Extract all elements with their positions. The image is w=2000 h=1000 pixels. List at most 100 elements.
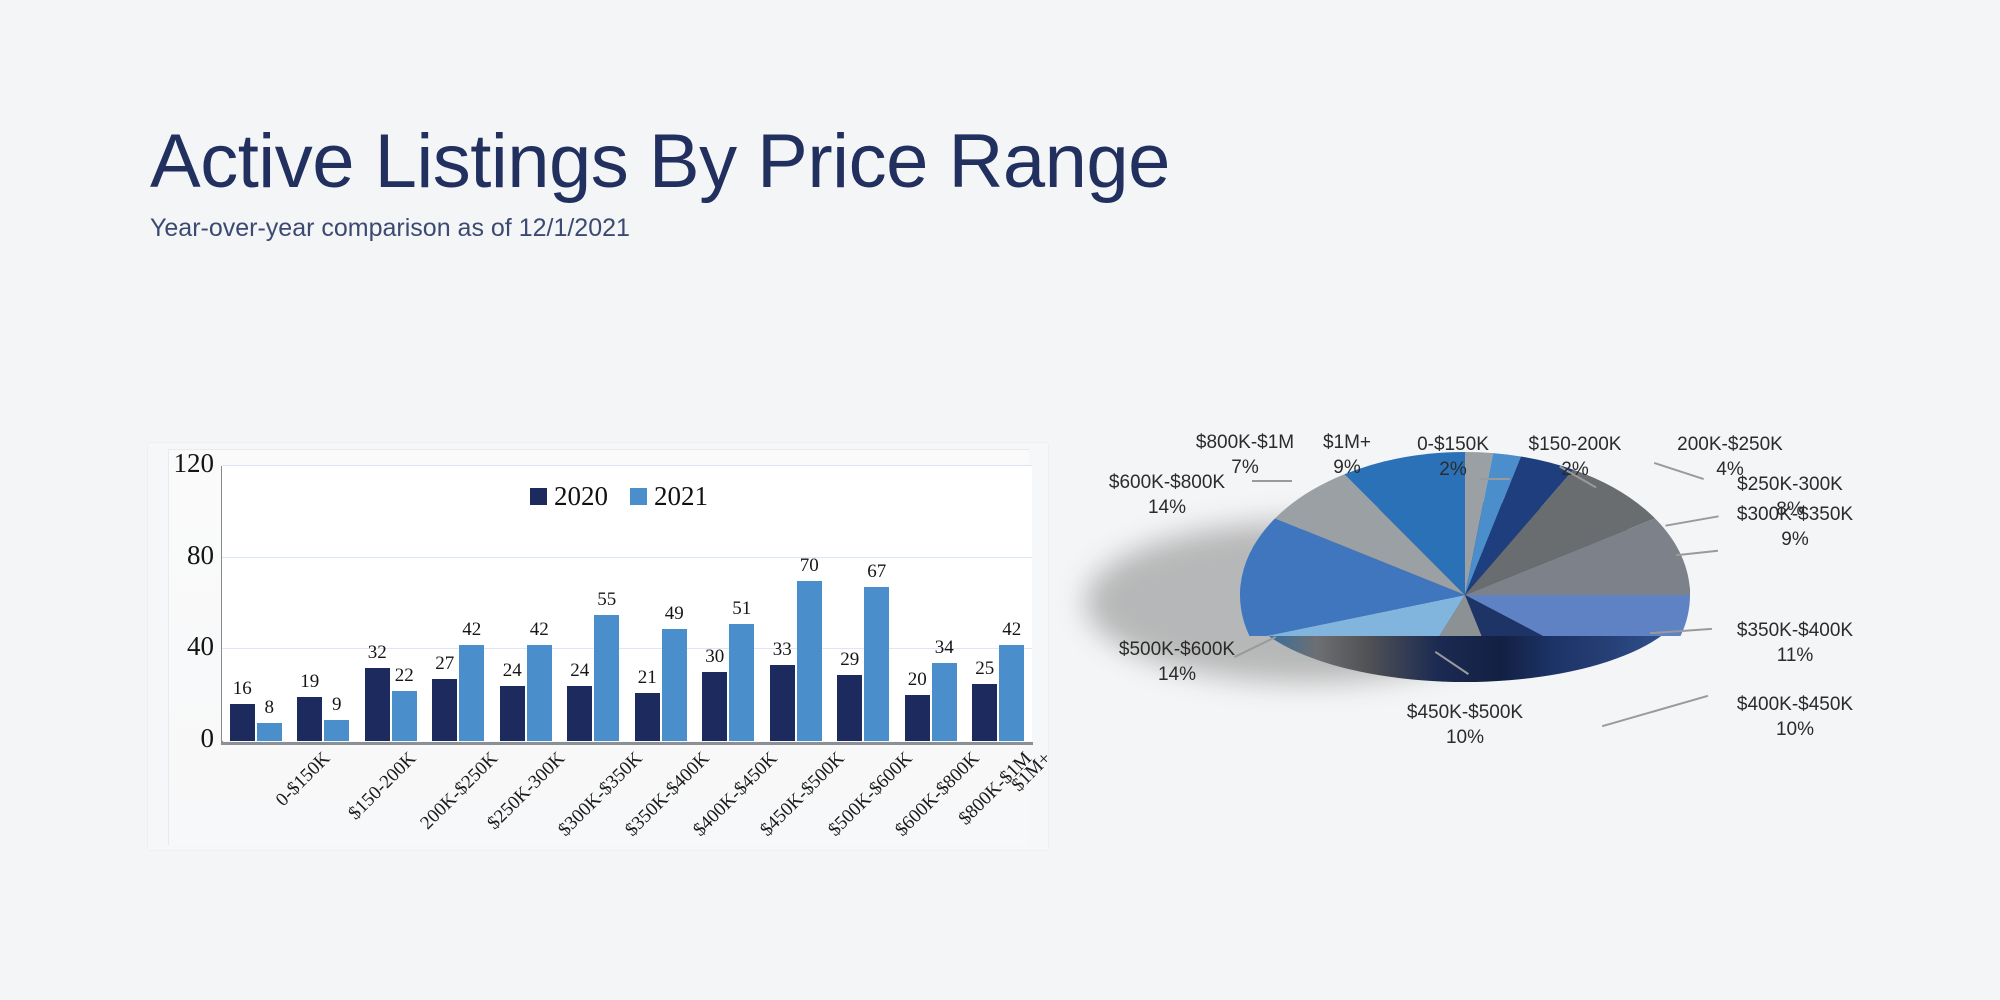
- pie-callout-category: $350K-$400K: [1736, 620, 1854, 641]
- bar-group[interactable]: 29 67: [830, 466, 898, 741]
- bar-2021[interactable]: 55: [594, 589, 620, 741]
- bar-group[interactable]: 32 22: [357, 466, 425, 741]
- bar-value-label: 34: [934, 637, 954, 659]
- bar-2020[interactable]: 32: [364, 642, 390, 741]
- bar-group[interactable]: 24 42: [492, 466, 560, 741]
- bar-value-label: 25: [975, 657, 995, 679]
- pie-leader-line: [1480, 478, 1510, 480]
- legend-swatch-icon: [530, 488, 547, 505]
- bar-2021[interactable]: 9: [324, 694, 350, 741]
- y-axis-tick: 0: [200, 723, 215, 753]
- y-axis-tick: 40: [187, 631, 214, 662]
- pie-slice[interactable]: [1251, 595, 1465, 636]
- bar-2020[interactable]: 24: [499, 660, 525, 741]
- bar-2021[interactable]: 22: [391, 665, 417, 741]
- pie-callout-label: $350K-$400K 11%: [1720, 618, 1870, 668]
- y-axis-tick: 80: [187, 539, 214, 570]
- pie-slice[interactable]: [1275, 474, 1465, 595]
- bar-value-label: 20: [907, 669, 927, 691]
- bar-group[interactable]: 25 42: [965, 466, 1033, 741]
- bar-group[interactable]: 33 70: [762, 466, 830, 741]
- pie-callout-category: $150-200K: [1528, 434, 1622, 455]
- bar-2021[interactable]: 51: [729, 598, 755, 741]
- bar-value-label: 32: [367, 641, 387, 663]
- bar-2021[interactable]: 42: [526, 619, 552, 741]
- bar-2020[interactable]: 29: [837, 649, 863, 741]
- bar-value-label: 33: [772, 639, 792, 661]
- pie-callout-value: 14%: [1157, 664, 1197, 685]
- pie-callout-value: 2%: [1439, 459, 1467, 480]
- pie-callout-category: $400K-$450K: [1736, 694, 1854, 715]
- pie-slice[interactable]: [1465, 456, 1574, 595]
- bar-2021[interactable]: 42: [999, 619, 1025, 741]
- bar-2021[interactable]: 34: [931, 637, 957, 741]
- pie-slice[interactable]: [1465, 469, 1655, 595]
- bar-2021[interactable]: 8: [256, 697, 282, 741]
- pie-chart-region: 0-$150K 2% $150-200K 2% 200K-$250K 4% $250K-30…: [1080, 430, 1980, 890]
- pie-slice[interactable]: [1465, 595, 1690, 636]
- bar-value-label: 49: [664, 602, 684, 624]
- pie-slice[interactable]: [1465, 453, 1521, 595]
- bar-group[interactable]: 21 49: [627, 466, 695, 741]
- legend-item-2021[interactable]: 2021: [630, 481, 708, 512]
- pie-chart: [1240, 450, 1690, 750]
- bar-value-label: 51: [732, 598, 752, 620]
- pie-slice[interactable]: [1465, 452, 1494, 595]
- legend-swatch-icon: [630, 488, 647, 505]
- pie-callout-category: $250K-300K: [1737, 474, 1843, 495]
- pie-callout-value: 2%: [1561, 459, 1589, 480]
- pie-callout-label: $600K-$800K 14%: [1092, 470, 1242, 520]
- pie-slice[interactable]: [1382, 595, 1521, 636]
- bar-value-label: 42: [529, 618, 549, 640]
- bar-2020[interactable]: 30: [702, 646, 728, 741]
- bar-value-label: 8: [264, 696, 275, 718]
- bar-2020[interactable]: 27: [432, 653, 458, 741]
- bar-2021[interactable]: 42: [459, 619, 485, 741]
- pie-callout-label: $250K-300K 8%: [1720, 472, 1860, 522]
- bar-group[interactable]: 27 42: [425, 466, 493, 741]
- pie-slice[interactable]: [1240, 518, 1465, 636]
- bar-value-label: 55: [597, 588, 617, 610]
- bar-value-label: 42: [1002, 618, 1022, 640]
- bar-group[interactable]: 16 8: [222, 466, 290, 741]
- bar-value-label: 24: [570, 660, 590, 681]
- pie-callout-category: $500K-$600K: [1118, 639, 1236, 660]
- pie-callout-label: $150-200K 2%: [1510, 432, 1640, 482]
- bar-2020[interactable]: 20: [904, 669, 930, 741]
- pie-callout-label: $400K-$450K 10%: [1720, 692, 1870, 742]
- bar-2021[interactable]: 70: [796, 555, 822, 741]
- bar-2021[interactable]: 67: [864, 561, 890, 741]
- bar-group[interactable]: 20 34: [897, 466, 965, 741]
- bar-2020[interactable]: 33: [769, 639, 795, 741]
- bar-2020[interactable]: 19: [297, 671, 323, 741]
- pie-callout-value: 9%: [1333, 457, 1361, 478]
- bar-2020[interactable]: 25: [972, 658, 998, 741]
- gridline: [222, 648, 1032, 650]
- bar-group[interactable]: 19 9: [290, 466, 358, 741]
- gridline: [222, 465, 1032, 466]
- pie-slice[interactable]: [1344, 452, 1465, 595]
- legend-item-2020[interactable]: 2020: [530, 481, 608, 512]
- x-axis-label: 0-$150K: [271, 748, 335, 811]
- pie-callout-category: $450K-$500K: [1406, 702, 1524, 723]
- pie-callout-value: 4%: [1716, 459, 1744, 480]
- pie-callout-value: 10%: [1775, 719, 1815, 740]
- bar-2021[interactable]: 49: [661, 603, 687, 741]
- bar-group[interactable]: 30 51: [695, 466, 763, 741]
- gridline: [222, 556, 1032, 558]
- bar-value-label: 67: [867, 561, 887, 583]
- pie-callout-category: $1M+: [1322, 432, 1372, 453]
- bar-2020[interactable]: 24: [567, 660, 593, 741]
- pie-slice[interactable]: [1465, 518, 1690, 595]
- pie-callout-category: $600K-$800K: [1108, 472, 1226, 493]
- bar-group[interactable]: 24 55: [560, 466, 628, 741]
- y-axis-tick: 120: [173, 448, 215, 478]
- bar-2020[interactable]: 16: [229, 678, 255, 741]
- legend-label: 2021: [654, 481, 708, 511]
- bar-2020[interactable]: 21: [634, 667, 660, 741]
- bar-chart-legend: 2020 2021: [530, 481, 708, 512]
- bar-value-label: 42: [462, 618, 482, 640]
- pie-callout-value: 8%: [1776, 499, 1804, 520]
- pie-slice[interactable]: [1465, 595, 1638, 636]
- bar-value-label: 16: [232, 678, 252, 700]
